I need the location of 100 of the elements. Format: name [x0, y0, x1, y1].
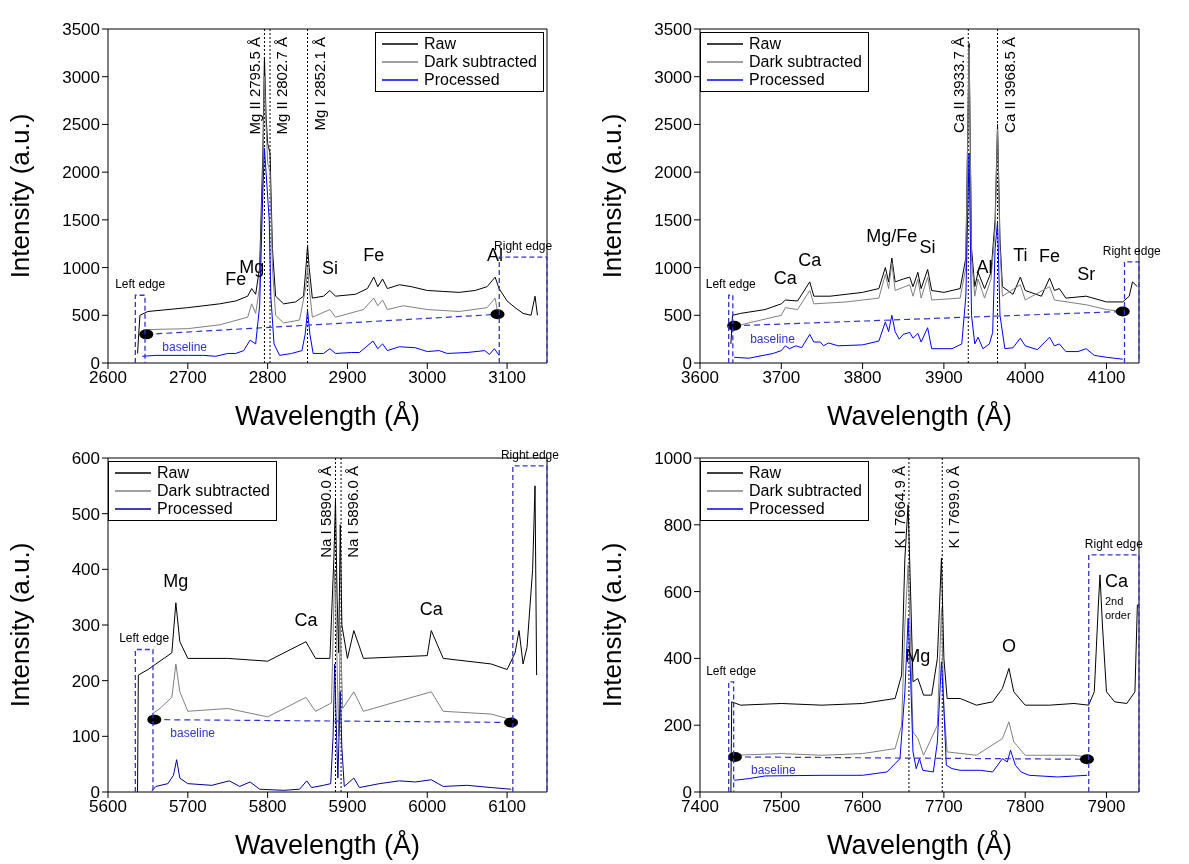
x-tick-label: 7700: [924, 797, 963, 817]
annotation: Mg: [163, 570, 189, 591]
line-series: [151, 663, 512, 792]
x-tick-label: 3000: [408, 368, 447, 388]
annotation: Mg/Fe: [866, 226, 918, 247]
legend-label: Processed: [424, 71, 500, 89]
y-tick-label: 1000: [62, 258, 100, 278]
legend-label: Raw: [157, 464, 190, 482]
y-tick-label: 500: [663, 306, 692, 326]
annotation: Left edge: [119, 631, 170, 646]
x-tick-label: 2800: [248, 368, 287, 388]
ref-line-label: Mg II 2795.5 Å: [246, 37, 264, 135]
annotation: Right edge: [1102, 243, 1162, 258]
x-tick-label: 3700: [762, 368, 801, 388]
y-tick-label: 200: [71, 671, 100, 691]
y-tick-label: 300: [71, 616, 100, 636]
legend-label: Raw: [424, 35, 457, 53]
ref-line-label: Na I 5890.0 Å: [317, 466, 335, 558]
x-tick-label: 6000: [408, 797, 447, 817]
x-tick-label: 7900: [1087, 797, 1126, 817]
x-tick-label: 3800: [843, 368, 882, 388]
legend-label: Raw: [749, 35, 782, 53]
annotation: Ca: [294, 609, 319, 630]
legend-label: Dark subtracted: [749, 482, 862, 500]
annotation: Ca: [419, 598, 444, 619]
annotation: Right edge: [500, 447, 560, 462]
y-tick-label: 500: [71, 306, 100, 326]
y-tick-label: 2500: [62, 115, 100, 135]
ref-line-label: K I 7664.9 Å: [890, 466, 908, 549]
annotation: Ca: [798, 249, 823, 270]
ref-line-label: Mg I 2852.1 Å: [310, 37, 328, 131]
annotation: Left edge: [705, 277, 757, 292]
annotation: Right edge: [1084, 536, 1144, 551]
series-label: baseline: [162, 340, 208, 355]
annotation: Ca: [773, 268, 798, 289]
annotation: Left edge: [706, 663, 757, 678]
ref-line-label: Mg II 2802.7 Å: [273, 37, 291, 135]
y-tick-label: 2000: [62, 163, 100, 183]
y-tick-label: 3000: [62, 67, 100, 87]
annotation: Sr: [1077, 264, 1096, 285]
y-tick-label: 400: [663, 649, 692, 669]
y-tick-label: 400: [71, 560, 100, 580]
y-axis-title: Intensity (a.u.): [597, 542, 628, 708]
y-tick-label: 3000: [654, 67, 692, 87]
x-tick-label: 3100: [488, 368, 526, 388]
ref-line-label: Na I 5896.0 Å: [344, 466, 362, 558]
x-tick-label: 7800: [1006, 797, 1045, 817]
x-tick-label: 5900: [328, 797, 367, 817]
y-tick-label: 500: [71, 504, 100, 524]
ref-line-label: Ca II 3968.5 Å: [1000, 37, 1018, 133]
x-tick-label: 3900: [924, 368, 963, 388]
legend-label: Dark subtracted: [157, 482, 270, 500]
series-label: baseline: [750, 762, 796, 777]
y-tick-label: 100: [71, 727, 100, 747]
y-axis-title: Intensity (a.u.): [5, 542, 36, 708]
x-axis-title: Wavelength (Å): [234, 829, 421, 860]
legend-label: Processed: [749, 500, 825, 518]
legend-label: Dark subtracted: [424, 53, 537, 71]
annotation: Ti: [1013, 245, 1028, 266]
x-tick-label: 2900: [328, 368, 367, 388]
annotation: Si: [919, 237, 936, 258]
legend-label: Processed: [157, 500, 233, 518]
x-tick-label: 7500: [762, 797, 801, 817]
y-axis-title: Intensity (a.u.): [597, 113, 628, 279]
x-tick-label: 5700: [168, 797, 207, 817]
y-tick-label: 1000: [654, 258, 692, 278]
y-axis-title: Intensity (a.u.): [5, 113, 36, 279]
annotation: Al: [976, 256, 993, 277]
annotation: Fe: [1039, 246, 1061, 267]
series-label: baseline: [750, 331, 796, 346]
annotation: O: [1001, 636, 1016, 657]
annotation: Fe: [363, 245, 385, 266]
x-axis-title: Wavelength (Å): [234, 400, 421, 431]
series-label: baseline: [170, 725, 216, 740]
y-tick-label: 2000: [654, 163, 692, 183]
annotation: Ca 2nd order: [1104, 570, 1131, 621]
annotation: Si: [321, 258, 338, 279]
y-tick-label: 3500: [654, 20, 692, 40]
x-tick-label: 5800: [248, 797, 287, 817]
y-tick-label: 2500: [654, 115, 692, 135]
y-tick-label: 1500: [654, 210, 692, 230]
y-tick-label: 600: [663, 582, 692, 602]
y-tick-label: 1000: [654, 449, 692, 469]
y-tick-label: 200: [663, 716, 692, 736]
x-axis-title: Wavelength (Å): [826, 829, 1013, 860]
legend-label: Processed: [749, 71, 825, 89]
y-tick-label: 800: [663, 515, 692, 535]
x-tick-label: 4100: [1087, 368, 1126, 388]
x-tick-label: 4000: [1006, 368, 1045, 388]
y-tick-label: 600: [71, 449, 100, 469]
legend-label: Dark subtracted: [749, 53, 862, 71]
x-tick-label: 7600: [843, 797, 882, 817]
y-tick-label: 3500: [62, 20, 100, 40]
ref-line-label: Ca II 3933.7 Å: [950, 37, 968, 133]
ref-line-label: K I 7699.0 Å: [945, 466, 963, 549]
x-axis-title: Wavelength (Å): [826, 400, 1013, 431]
x-tick-label: 2700: [168, 368, 207, 388]
annotation: Left edge: [115, 277, 166, 292]
x-tick-label: 6100: [488, 797, 526, 817]
legend-label: Raw: [749, 464, 782, 482]
